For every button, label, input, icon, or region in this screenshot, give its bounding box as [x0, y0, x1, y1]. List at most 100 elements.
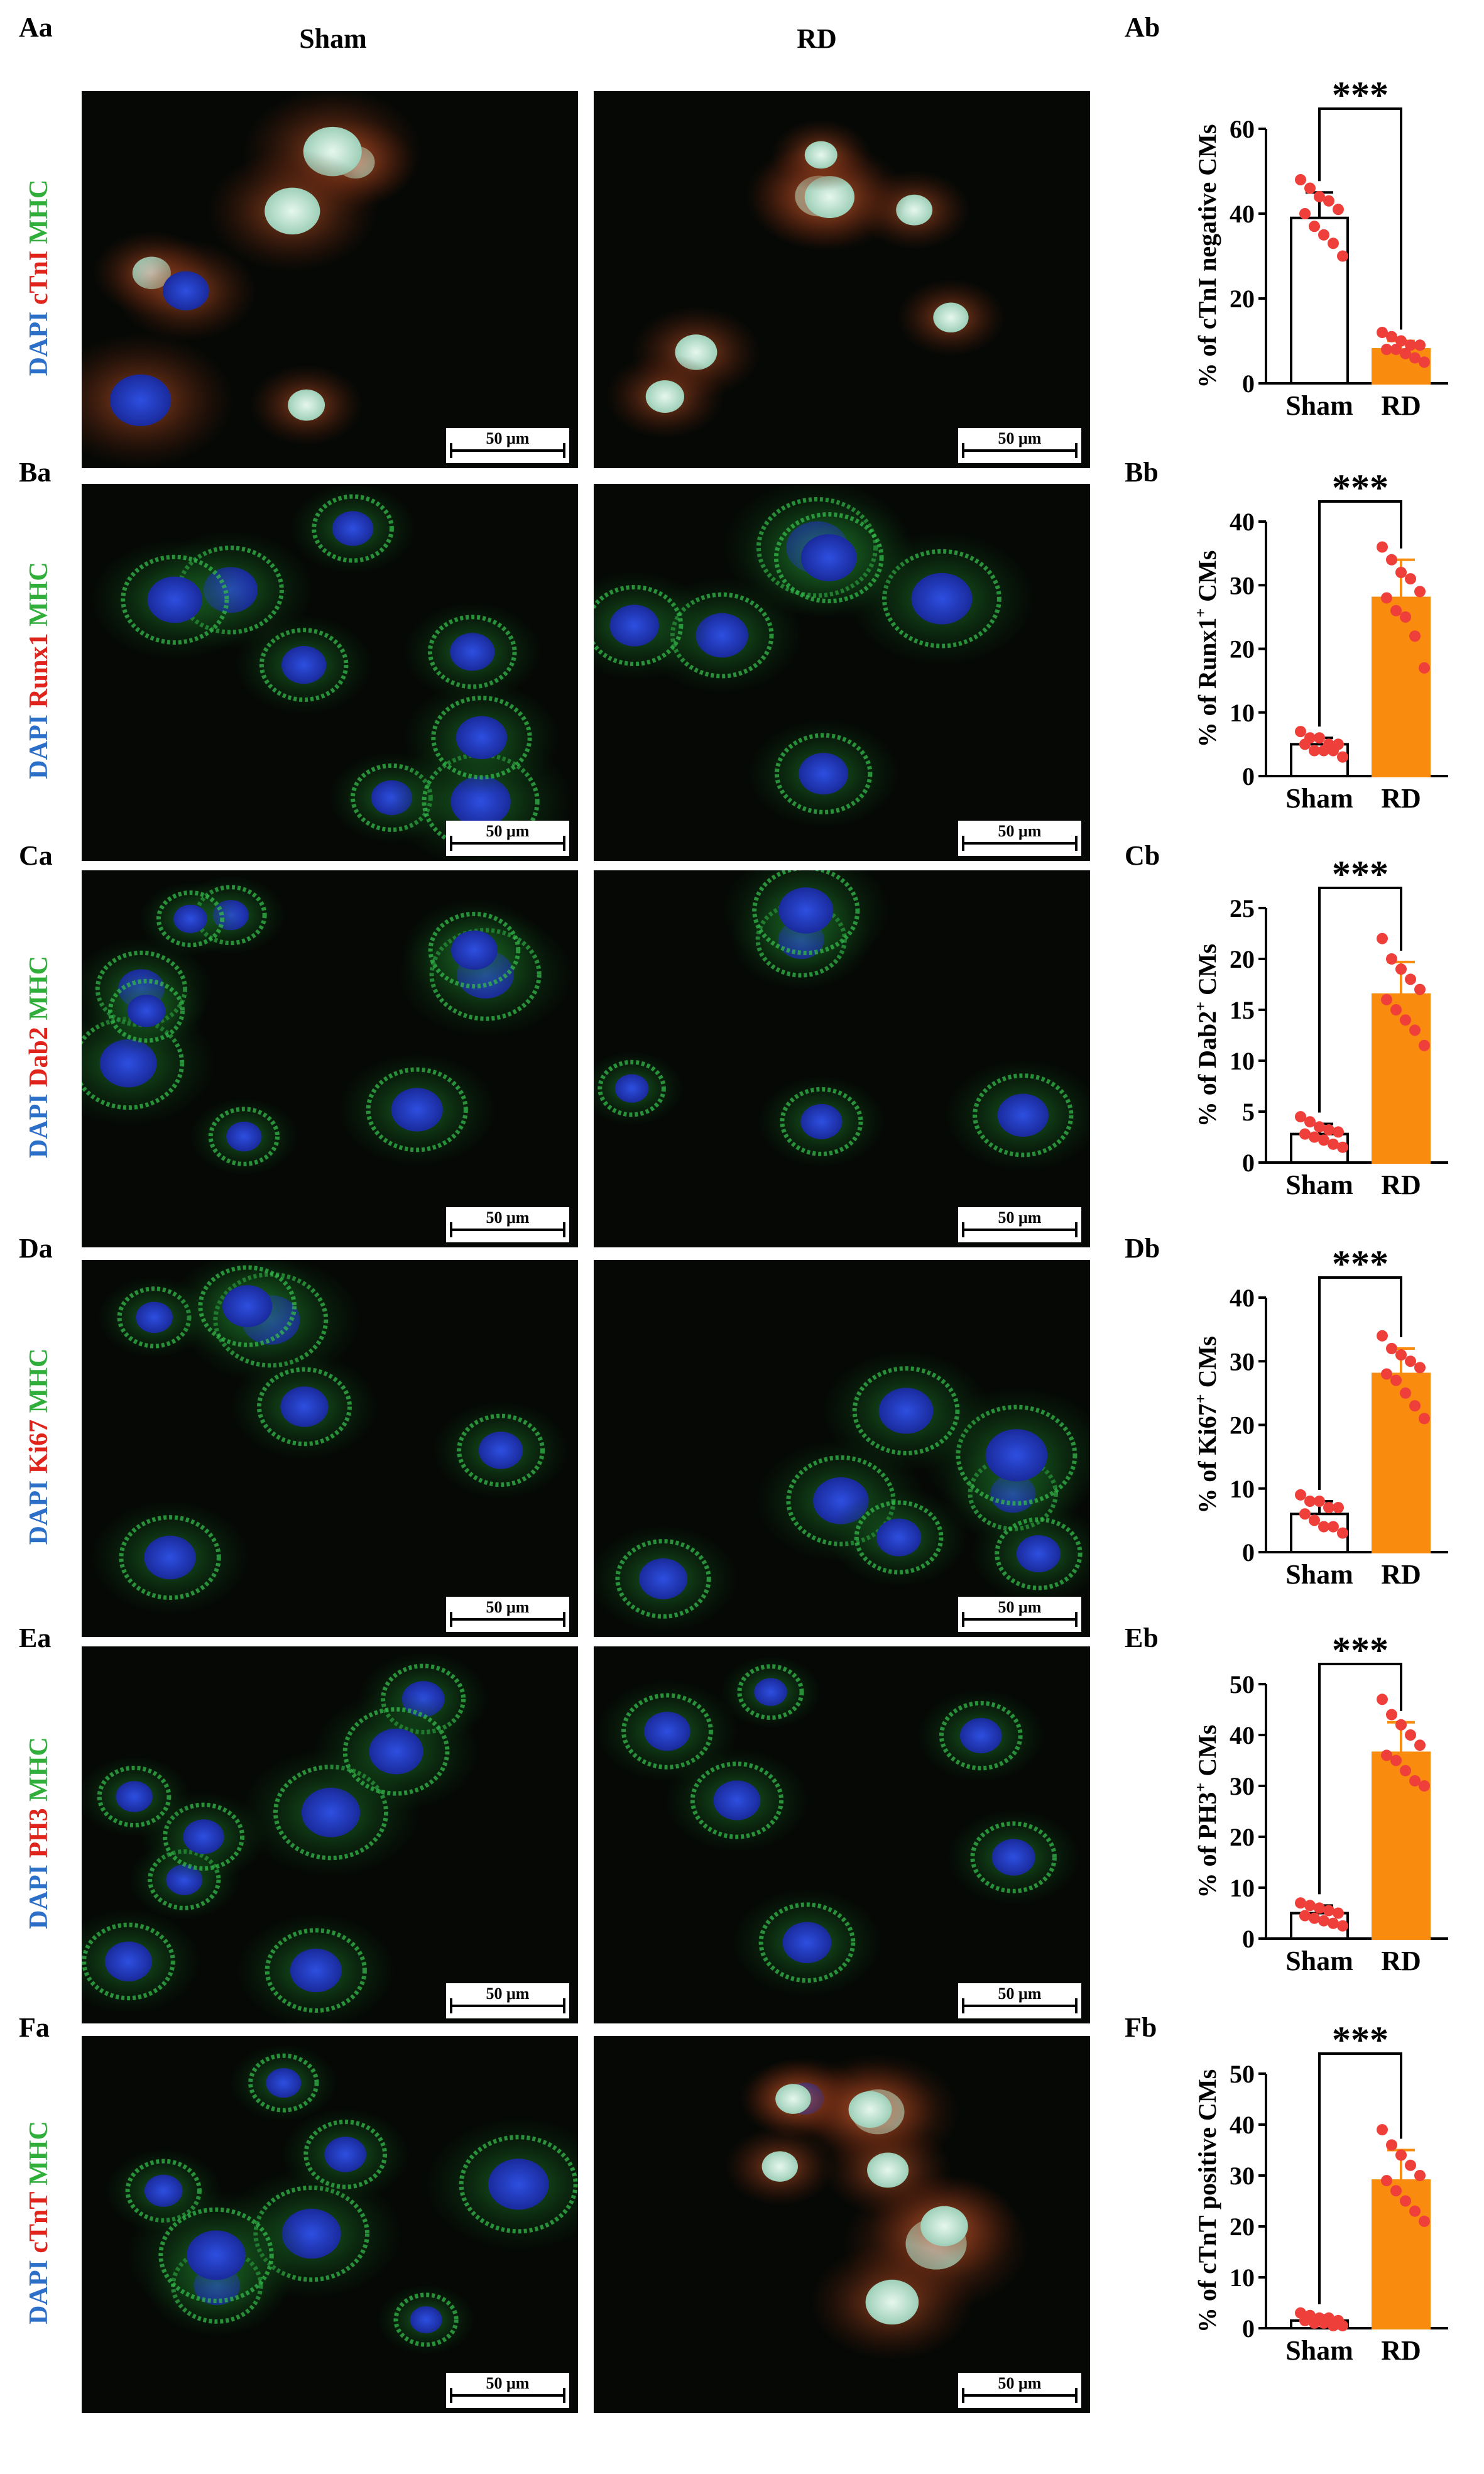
y-tick-label: 5	[1242, 1098, 1255, 1126]
mhc-ring	[457, 1413, 545, 1487]
scale-bar-line	[450, 836, 565, 851]
data-point	[1328, 1521, 1339, 1533]
data-point	[1409, 1400, 1421, 1412]
panel-label-fa: Fa	[19, 2012, 50, 2043]
scale-bar: 50 μm	[962, 1599, 1078, 1628]
nucleus	[639, 1558, 688, 1599]
scale-bar-label: 50 μm	[962, 1599, 1078, 1616]
stain-label-part: Runx1	[25, 633, 53, 715]
micrograph-image	[594, 1350, 1090, 1633]
stain-label-part: DAPI	[25, 1093, 53, 1159]
data-point	[1333, 1502, 1344, 1514]
data-point	[1309, 745, 1320, 757]
y-axis-label-text: % of cTnI negative CMs	[1197, 124, 1221, 388]
panel-label-bb: Bb	[1125, 457, 1159, 488]
column-header-sham: Sham	[299, 23, 367, 54]
bar-sham	[1290, 216, 1349, 385]
nucleus	[301, 1787, 361, 1837]
scale-bar-line	[450, 443, 565, 458]
nucleus	[116, 1781, 153, 1812]
micrograph-image	[604, 118, 1006, 440]
data-point	[1333, 1907, 1344, 1919]
nucleus	[865, 2279, 919, 2325]
mhc-ring	[312, 494, 394, 563]
panel-label-da: Da	[19, 1233, 53, 1264]
stain-label-part: Ki67	[25, 1419, 53, 1481]
mhc-ring	[427, 615, 517, 689]
data-point	[1381, 1368, 1392, 1380]
mhc-ring	[615, 1539, 711, 1619]
data-point	[1323, 1502, 1334, 1514]
nucleus	[804, 141, 837, 169]
nucleus	[800, 1103, 843, 1139]
scale-bar-line	[962, 1222, 1078, 1237]
y-axis-label-text: % of Runx1	[1197, 618, 1221, 748]
data-point	[1314, 732, 1325, 744]
mhc-ring	[597, 1059, 666, 1117]
y-tick-label: 40	[1230, 200, 1255, 228]
y-axis-label-suffix: CMs	[1197, 550, 1221, 608]
data-point	[1386, 331, 1397, 342]
micrograph-image	[82, 91, 423, 468]
stain-label-part: MHC	[25, 179, 53, 251]
nucleus	[410, 2306, 442, 2333]
mhc-ring	[939, 1700, 1023, 1771]
stain-label-part: PH3	[25, 1808, 53, 1865]
y-tick-label: 0	[1242, 1925, 1255, 1953]
data-point	[1318, 1915, 1329, 1927]
nucleus	[324, 2137, 366, 2172]
micrograph-rd-da: 50 μm	[594, 1260, 1090, 1637]
data-point	[1390, 1004, 1402, 1015]
mhc-ring	[854, 1500, 944, 1575]
scale-bar: 50 μm	[962, 1986, 1078, 2015]
mhc-ring	[973, 1073, 1074, 1158]
scale-bar: 50 μm	[450, 1210, 565, 1239]
cell-layer	[89, 1260, 570, 1615]
mhc-ring	[259, 628, 349, 702]
data-point	[1377, 327, 1388, 338]
nucleus	[985, 1429, 1048, 1482]
scale-bar-label: 50 μm	[450, 823, 565, 840]
mhc-ring	[82, 1922, 175, 2001]
mhc-ring	[758, 1902, 856, 1983]
data-point	[1386, 953, 1397, 965]
data-point	[1333, 204, 1344, 216]
cell-layer	[82, 1651, 490, 2023]
micrograph-image	[89, 1260, 570, 1615]
nucleus	[222, 1285, 273, 1328]
scale-bar: 50 μm	[962, 430, 1078, 459]
data-point	[1304, 1900, 1316, 1912]
data-point	[1304, 1116, 1316, 1128]
cell-layer	[595, 1655, 1081, 1997]
nucleus	[266, 2068, 302, 2098]
data-point	[1405, 973, 1416, 985]
nucleus	[1016, 1535, 1061, 1573]
scale-bar: 50 μm	[450, 430, 565, 459]
mhc-ring	[119, 1515, 221, 1601]
significance-bracket	[1318, 2052, 1402, 2304]
panel-label-ea: Ea	[19, 1623, 52, 1653]
y-tick-label: 10	[1230, 1874, 1255, 1902]
panel-label-ba: Ba	[19, 457, 52, 488]
y-axis-label-text: % of Ki67	[1197, 1403, 1221, 1514]
data-point	[1299, 1508, 1311, 1520]
nucleus	[911, 572, 973, 625]
y-axis-label: % of Dab2+ CMs	[1197, 944, 1221, 1127]
mhc-ring	[163, 1802, 245, 1871]
data-point	[1390, 344, 1402, 355]
nucleus	[127, 994, 166, 1027]
data-point	[1409, 1775, 1421, 1787]
scale-bar-label: 50 μm	[962, 2375, 1078, 2392]
y-tick-label: 50	[1230, 1670, 1255, 1699]
nucleus	[799, 753, 848, 795]
scale-bar-label: 50 μm	[450, 2375, 565, 2392]
data-point	[1295, 1489, 1306, 1501]
significance-bracket	[1318, 887, 1402, 1113]
y-tick-label: 20	[1230, 1823, 1255, 1851]
nucleus	[713, 1780, 761, 1820]
nucleus	[391, 1088, 443, 1132]
stain-label-part: DAPI	[25, 1480, 53, 1545]
data-point	[1386, 1343, 1397, 1354]
scale-bar-line	[450, 1612, 565, 1627]
y-tick-label: 20	[1230, 285, 1255, 313]
